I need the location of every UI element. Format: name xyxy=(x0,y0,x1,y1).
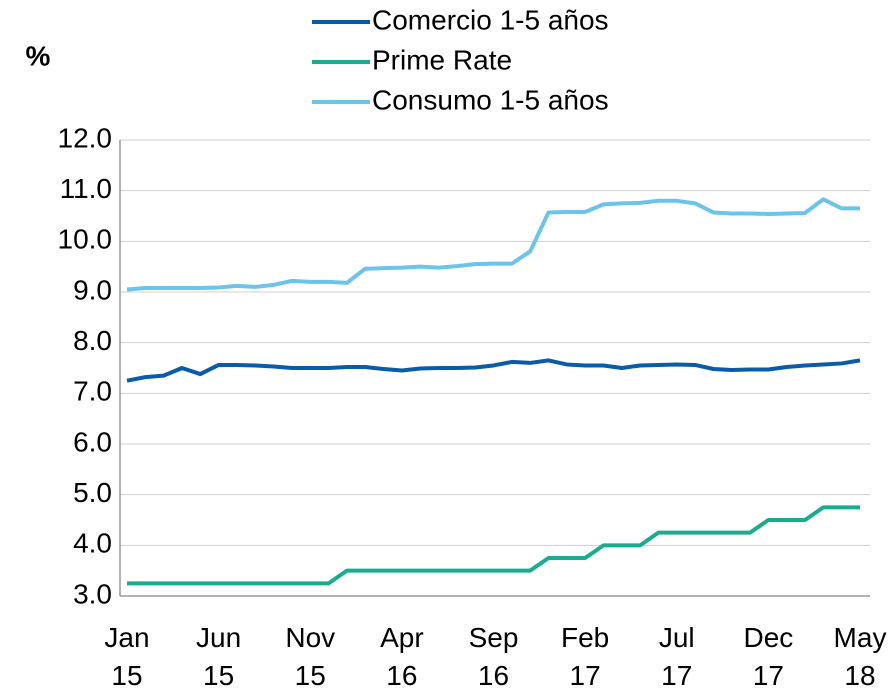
y-tick-label: 7.0 xyxy=(73,376,112,407)
legend-label: Comercio 1-5 años xyxy=(372,4,609,35)
x-tick-label: Jun 15 xyxy=(196,622,241,691)
series-line xyxy=(126,358,861,383)
y-tick-label: 12.0 xyxy=(58,122,113,153)
x-tick-label: Feb 17 xyxy=(561,622,609,691)
series-line xyxy=(127,505,860,586)
x-tick-label: May 18 xyxy=(834,622,887,691)
y-tick-label: 8.0 xyxy=(73,325,112,356)
x-tick-label: Jan 15 xyxy=(104,622,149,691)
legend-label: Consumo 1-5 años xyxy=(372,84,609,115)
y-tick-label: 5.0 xyxy=(73,477,112,508)
y-tick-label: 3.0 xyxy=(73,578,112,609)
legend-label: Prime Rate xyxy=(372,44,512,75)
y-tick-label: 11.0 xyxy=(60,173,112,204)
x-tick-label: Apr 16 xyxy=(380,622,424,691)
y-tick-label: 4.0 xyxy=(73,528,112,559)
y-tick-label: 6.0 xyxy=(73,426,112,457)
y-axis-label: % xyxy=(26,40,51,71)
y-tick-label: 10.0 xyxy=(58,224,113,255)
x-tick-label: Dec 17 xyxy=(743,622,793,691)
y-tick-label: 9.0 xyxy=(73,274,112,305)
series-line xyxy=(126,197,860,292)
x-tick-label: Sep 16 xyxy=(469,622,519,691)
x-tick-label: Nov 15 xyxy=(285,622,335,691)
x-tick-label: Jul 17 xyxy=(659,622,695,691)
